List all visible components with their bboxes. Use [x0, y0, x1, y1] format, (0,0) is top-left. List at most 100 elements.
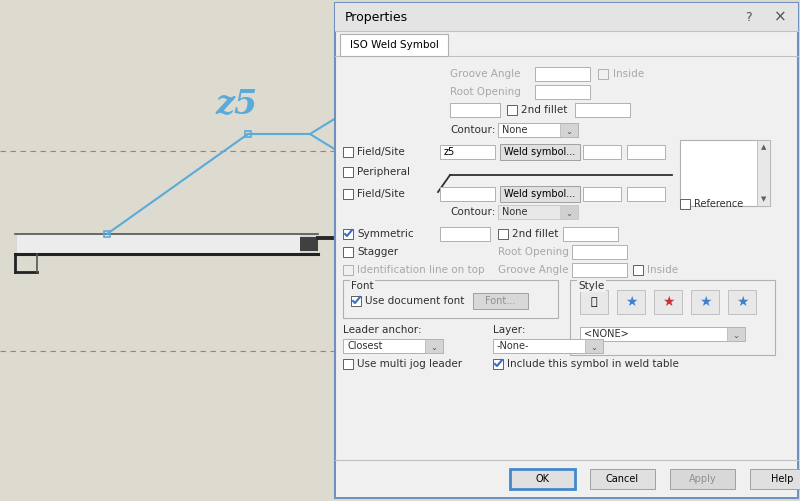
Bar — [343, 189, 353, 199]
Text: ★: ★ — [662, 295, 674, 309]
Text: Identification line on top: Identification line on top — [357, 265, 485, 275]
Text: Contour:: Contour: — [450, 125, 495, 135]
Bar — [343, 359, 353, 369]
Text: ⌄: ⌄ — [566, 208, 573, 217]
Text: Use document font: Use document font — [365, 296, 464, 306]
Bar — [572, 263, 627, 277]
Text: z5: z5 — [444, 147, 455, 157]
Text: Root Opening: Root Opening — [450, 87, 521, 97]
Text: Groove Angle: Groove Angle — [498, 265, 569, 275]
Bar — [570, 280, 775, 355]
Bar — [0, 0, 335, 501]
Bar — [343, 265, 353, 275]
Bar — [510, 469, 575, 489]
Bar — [335, 3, 798, 498]
Text: Properties: Properties — [345, 11, 408, 24]
Bar — [343, 339, 443, 353]
Text: Inside: Inside — [647, 265, 678, 275]
Bar — [580, 290, 608, 314]
Bar — [560, 123, 578, 137]
Text: Apply: Apply — [689, 474, 716, 484]
Bar — [351, 296, 361, 306]
Text: -None-: -None- — [497, 341, 530, 351]
Bar — [627, 145, 665, 159]
Text: None: None — [502, 125, 527, 135]
Text: ⌄: ⌄ — [430, 343, 438, 352]
Text: Help: Help — [771, 474, 794, 484]
Bar — [450, 103, 500, 117]
Text: Inside: Inside — [613, 69, 644, 79]
Bar — [633, 265, 643, 275]
Text: Font...: Font... — [486, 296, 516, 306]
Bar — [680, 140, 770, 206]
Bar — [300, 237, 318, 251]
Text: ISO Weld Symbol: ISO Weld Symbol — [350, 40, 438, 50]
Bar — [510, 469, 575, 489]
Bar — [691, 290, 719, 314]
Text: ▼: ▼ — [762, 196, 766, 202]
Text: None: None — [502, 207, 527, 217]
Bar — [583, 145, 621, 159]
Text: 2nd fillet: 2nd fillet — [512, 229, 558, 239]
Text: ?: ? — [745, 11, 751, 24]
Bar — [343, 147, 353, 157]
Bar — [598, 69, 608, 79]
Text: ★: ★ — [698, 295, 711, 309]
Text: ▲: ▲ — [762, 144, 766, 150]
Bar — [440, 187, 495, 201]
Text: Cancel: Cancel — [606, 474, 639, 484]
Bar — [627, 187, 665, 201]
Bar — [343, 167, 353, 177]
Text: Field/Site: Field/Site — [357, 189, 405, 199]
Bar — [440, 145, 495, 159]
Bar — [473, 293, 528, 309]
Bar — [425, 339, 443, 353]
Bar — [336, 460, 797, 497]
Text: Stagger: Stagger — [357, 247, 398, 257]
Text: Weld symbol...: Weld symbol... — [504, 189, 576, 199]
Bar — [580, 327, 745, 341]
Bar — [572, 245, 627, 259]
Bar — [654, 290, 682, 314]
Bar — [498, 123, 578, 137]
Bar — [507, 105, 517, 115]
Bar — [535, 85, 590, 99]
Bar — [563, 227, 618, 241]
Text: Peripheral: Peripheral — [357, 167, 410, 177]
Text: Use multi jog leader: Use multi jog leader — [357, 359, 462, 369]
Bar — [757, 140, 770, 206]
Bar — [670, 469, 735, 489]
Bar — [343, 280, 558, 318]
Text: Closest: Closest — [347, 341, 382, 351]
Text: Reference: Reference — [694, 199, 743, 209]
Bar — [560, 205, 578, 219]
Text: Include this symbol in weld table: Include this symbol in weld table — [507, 359, 679, 369]
Bar — [15, 234, 318, 254]
Text: Symmetric: Symmetric — [357, 229, 414, 239]
Bar — [500, 144, 580, 160]
Bar — [493, 359, 503, 369]
Bar — [440, 227, 490, 241]
Text: ★: ★ — [625, 295, 638, 309]
Bar — [500, 186, 580, 202]
Bar — [245, 131, 251, 137]
Text: ×: × — [774, 10, 786, 25]
Text: Groove Angle: Groove Angle — [450, 69, 521, 79]
Bar — [335, 3, 798, 31]
Bar — [343, 229, 353, 239]
Bar — [535, 67, 590, 81]
Bar — [585, 339, 603, 353]
Bar — [493, 339, 603, 353]
Text: Leader anchor:: Leader anchor: — [343, 325, 422, 335]
Text: ⌄: ⌄ — [733, 331, 739, 340]
Bar — [583, 187, 621, 201]
Text: 🗒: 🗒 — [590, 297, 598, 307]
Text: ⌄: ⌄ — [566, 126, 573, 135]
Text: Style: Style — [578, 281, 604, 291]
Text: Contour:: Contour: — [450, 207, 495, 217]
Text: Font: Font — [351, 281, 374, 291]
Text: OK: OK — [535, 474, 550, 484]
Bar — [680, 199, 690, 209]
Text: ★: ★ — [736, 295, 748, 309]
Bar — [343, 247, 353, 257]
